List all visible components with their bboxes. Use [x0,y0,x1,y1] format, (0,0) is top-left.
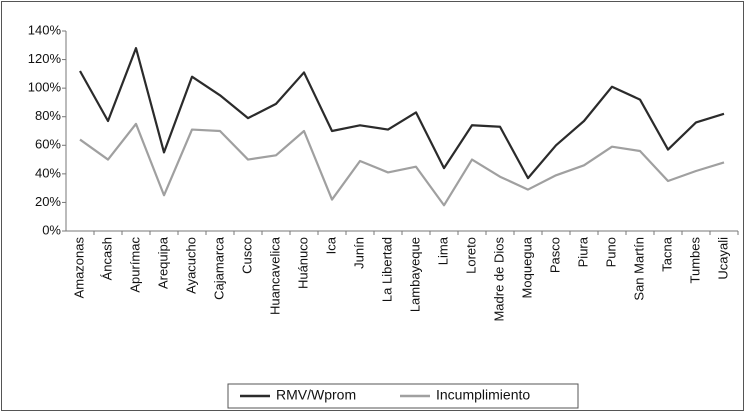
x-tick-label: Áncash [99,237,114,280]
x-tick-label: Piura [575,236,590,267]
x-tick-label: Loreto [463,237,478,274]
x-tick-label: San Martín [631,237,646,301]
x-tick-label: Tacna [659,236,674,271]
legend-label: RMV/Wprom [276,387,356,403]
x-tick-label: Huancavelica [267,236,282,315]
x-tick-label: Cusco [239,237,254,274]
x-tick-label: Puno [603,237,618,267]
x-tick-label: Arequipa [155,236,170,289]
x-tick-label: La Libertad [379,237,394,302]
x-tick-label: Ica [323,236,338,254]
x-tick-label: Apurímac [127,237,142,293]
y-tick-label: 140% [28,22,62,37]
y-tick-label: 100% [28,80,62,95]
legend-label: Incumplimiento [436,387,530,403]
x-tick-label: Ayacucho [183,237,198,294]
y-tick-label: 20% [35,194,61,209]
x-tick-label: Tumbes [687,237,702,284]
y-tick-label: 80% [35,108,61,123]
x-tick-label: Pasco [547,237,562,273]
x-tick-label: Lima [435,236,450,265]
x-tick-label: Cajamarca [211,236,226,300]
x-tick-label: Lambayeque [407,237,422,312]
y-tick-label: 60% [35,137,61,152]
y-tick-label: 0% [42,222,61,237]
x-tick-label: Junín [351,237,366,269]
x-tick-label: Amazonas [71,237,86,299]
x-tick-label: Huánuco [295,237,310,289]
x-tick-label: Moquegua [519,236,534,298]
series-line [79,47,725,180]
x-tick-label: Ucayali [715,237,730,280]
series-line [79,122,725,207]
y-tick-label: 120% [28,51,62,66]
x-tick-label: Madre de Dios [491,237,506,322]
y-tick-label: 40% [35,165,61,180]
